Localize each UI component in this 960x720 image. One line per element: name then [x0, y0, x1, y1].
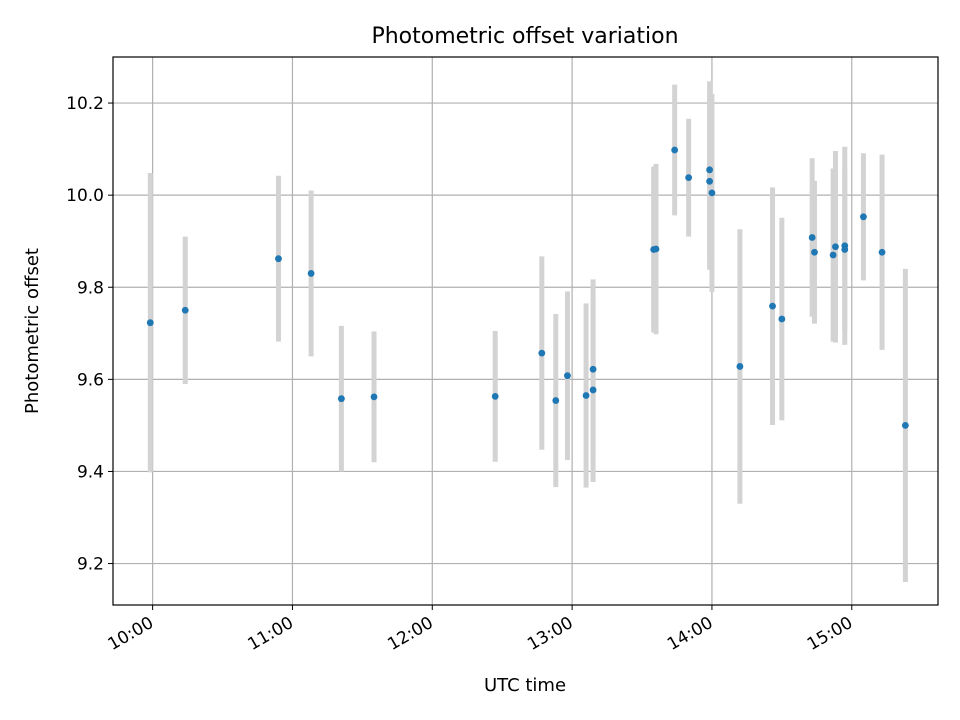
x-axis-label: UTC time — [484, 675, 566, 696]
data-point — [832, 243, 839, 251]
data-point — [901, 422, 909, 429]
x-tick-label: 10:00 — [105, 613, 157, 655]
data-point — [685, 174, 693, 182]
data-point — [552, 397, 560, 404]
plot-frame — [112, 56, 939, 606]
data-point — [337, 395, 345, 403]
y-axis-ticks: 9.2 9.4 9.6 9.8 10.0 10.2 — [66, 94, 113, 575]
data-point — [811, 248, 818, 256]
chart-title: Photometric offset variation — [371, 24, 678, 49]
data-point — [708, 189, 716, 197]
data-point — [491, 392, 499, 400]
data-point — [370, 393, 378, 401]
error-bars — [147, 81, 908, 582]
data-point — [878, 248, 886, 256]
data-point — [769, 302, 776, 310]
y-tick-label: 9.4 — [77, 462, 104, 482]
y-tick-label: 9.8 — [77, 278, 104, 298]
y-tick-label: 10.0 — [66, 186, 104, 206]
data-point — [706, 166, 714, 174]
data-point — [589, 365, 597, 373]
data-point — [589, 386, 597, 394]
data-point — [860, 213, 867, 221]
y-tick-label: 9.6 — [77, 370, 104, 390]
x-tick-label: 13:00 — [524, 613, 576, 655]
x-axis-ticks: 10:00 11:00 12:00 13:00 14:00 15:00 — [105, 605, 856, 655]
data-point — [582, 392, 590, 399]
y-tick-label: 10.2 — [66, 94, 104, 114]
x-tick-label: 11:00 — [245, 613, 297, 655]
data-point — [736, 363, 744, 370]
data-point — [671, 146, 679, 154]
data-point — [146, 319, 154, 327]
data-point — [538, 349, 546, 357]
data-point — [652, 245, 660, 253]
data-point — [808, 234, 816, 241]
x-tick-label: 15:00 — [804, 613, 856, 655]
grid — [113, 57, 938, 605]
y-tick-label: 9.2 — [77, 555, 104, 575]
x-tick-label: 14:00 — [664, 613, 716, 655]
data-point — [706, 177, 714, 185]
data-point — [275, 255, 282, 263]
data-point — [829, 251, 837, 259]
data-points — [146, 146, 909, 429]
data-point — [778, 315, 786, 323]
data-point — [841, 246, 849, 253]
data-point — [181, 306, 189, 314]
y-axis-label: Photometric offset — [22, 248, 43, 414]
data-point — [307, 270, 315, 277]
x-tick-label: 12:00 — [384, 613, 436, 655]
data-point — [564, 372, 571, 380]
